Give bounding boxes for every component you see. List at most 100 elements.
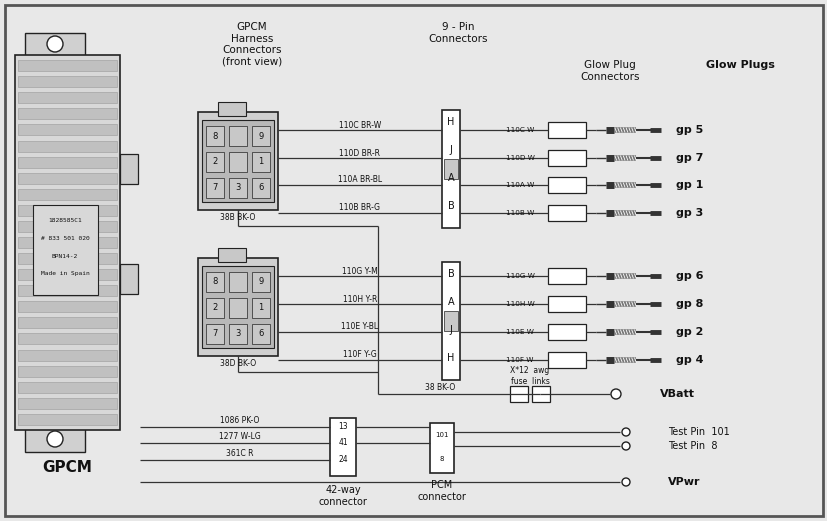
- Text: B: B: [447, 201, 454, 211]
- Bar: [206, 324, 224, 344]
- Text: 361C R: 361C R: [226, 450, 253, 458]
- Text: 110G W: 110G W: [505, 273, 533, 279]
- Bar: [120, 264, 138, 294]
- Bar: [18, 221, 117, 232]
- Text: Made in Spain: Made in Spain: [41, 271, 89, 277]
- Bar: [547, 177, 586, 193]
- Bar: [18, 237, 117, 248]
- Text: 8: 8: [212, 131, 218, 141]
- Bar: [251, 178, 270, 198]
- Bar: [251, 272, 270, 292]
- Text: 110F W: 110F W: [505, 357, 533, 363]
- Text: Test Pin  8: Test Pin 8: [667, 441, 717, 451]
- Bar: [251, 324, 270, 344]
- Bar: [18, 92, 117, 103]
- Text: 110H W: 110H W: [505, 301, 533, 307]
- Text: PCM
connector: PCM connector: [417, 480, 466, 502]
- Text: gp 1: gp 1: [675, 180, 702, 190]
- Text: 9: 9: [258, 278, 263, 287]
- Text: 110C W: 110C W: [505, 127, 533, 133]
- Text: 2: 2: [212, 304, 218, 313]
- Bar: [18, 60, 117, 71]
- Text: Test Pin  101: Test Pin 101: [667, 427, 729, 437]
- Text: 9 - Pin
Connectors: 9 - Pin Connectors: [428, 22, 487, 44]
- Text: 2: 2: [212, 157, 218, 167]
- Text: 6: 6: [258, 329, 263, 339]
- Bar: [229, 298, 246, 318]
- Text: 110A W: 110A W: [505, 182, 533, 188]
- Bar: [18, 172, 117, 184]
- Text: 8: 8: [439, 456, 444, 462]
- Bar: [442, 110, 460, 228]
- Bar: [18, 108, 117, 119]
- Circle shape: [47, 431, 63, 447]
- Bar: [18, 189, 117, 200]
- Bar: [547, 205, 586, 221]
- Text: 101: 101: [435, 432, 448, 438]
- Text: 7: 7: [212, 329, 218, 339]
- Bar: [18, 382, 117, 393]
- Bar: [202, 120, 274, 202]
- Text: VBatt: VBatt: [659, 389, 694, 399]
- Bar: [15, 55, 120, 430]
- Bar: [429, 423, 453, 473]
- Text: A: A: [447, 173, 454, 183]
- Text: Glow Plug
Connectors: Glow Plug Connectors: [580, 60, 639, 82]
- Bar: [18, 414, 117, 425]
- Text: 3: 3: [235, 329, 241, 339]
- Bar: [206, 152, 224, 172]
- Text: gp 2: gp 2: [675, 327, 702, 337]
- Bar: [33, 205, 98, 295]
- Text: 41: 41: [337, 439, 347, 448]
- Text: gp 7: gp 7: [675, 153, 702, 163]
- Bar: [18, 333, 117, 344]
- Bar: [25, 33, 85, 59]
- Bar: [547, 122, 586, 138]
- Bar: [198, 112, 278, 210]
- Text: GPCM: GPCM: [42, 461, 92, 476]
- Circle shape: [610, 389, 620, 399]
- Bar: [18, 205, 117, 216]
- Bar: [547, 296, 586, 312]
- Text: 110F Y-G: 110F Y-G: [342, 351, 376, 359]
- Text: 1: 1: [258, 157, 263, 167]
- Bar: [547, 324, 586, 340]
- Bar: [18, 286, 117, 296]
- Bar: [198, 258, 278, 356]
- Text: 110D BR-R: 110D BR-R: [339, 148, 380, 157]
- Text: 38 BK-O: 38 BK-O: [424, 383, 455, 392]
- Bar: [206, 272, 224, 292]
- Text: H: H: [447, 117, 454, 127]
- Circle shape: [621, 478, 629, 486]
- Bar: [18, 301, 117, 312]
- Text: 1277 W-LG: 1277 W-LG: [219, 432, 261, 441]
- Text: 13: 13: [337, 423, 347, 431]
- Text: 3: 3: [235, 183, 241, 192]
- Text: 110H Y-R: 110H Y-R: [342, 294, 377, 304]
- Text: 110C BR-W: 110C BR-W: [338, 120, 380, 130]
- Text: 42-way
connector: 42-way connector: [318, 485, 367, 507]
- Bar: [251, 126, 270, 146]
- Text: 6: 6: [258, 183, 263, 192]
- Bar: [18, 398, 117, 409]
- Text: 110G Y-M: 110G Y-M: [342, 267, 377, 276]
- Bar: [202, 266, 274, 348]
- Text: gp 4: gp 4: [675, 355, 703, 365]
- Bar: [206, 298, 224, 318]
- Bar: [442, 262, 460, 380]
- Bar: [229, 126, 246, 146]
- Bar: [547, 268, 586, 284]
- Text: gp 5: gp 5: [675, 125, 702, 135]
- Bar: [120, 154, 138, 184]
- Bar: [547, 150, 586, 166]
- Bar: [532, 386, 549, 402]
- Text: 110B BR-G: 110B BR-G: [339, 204, 380, 213]
- Text: 110B W: 110B W: [505, 210, 533, 216]
- Circle shape: [621, 442, 629, 450]
- Bar: [251, 298, 270, 318]
- Text: 110E W: 110E W: [505, 329, 533, 335]
- Text: 1828585C1: 1828585C1: [48, 217, 82, 222]
- Text: X*12  awg
fuse  links: X*12 awg fuse links: [509, 366, 549, 386]
- Text: B: B: [447, 269, 454, 279]
- Text: 24: 24: [337, 455, 347, 465]
